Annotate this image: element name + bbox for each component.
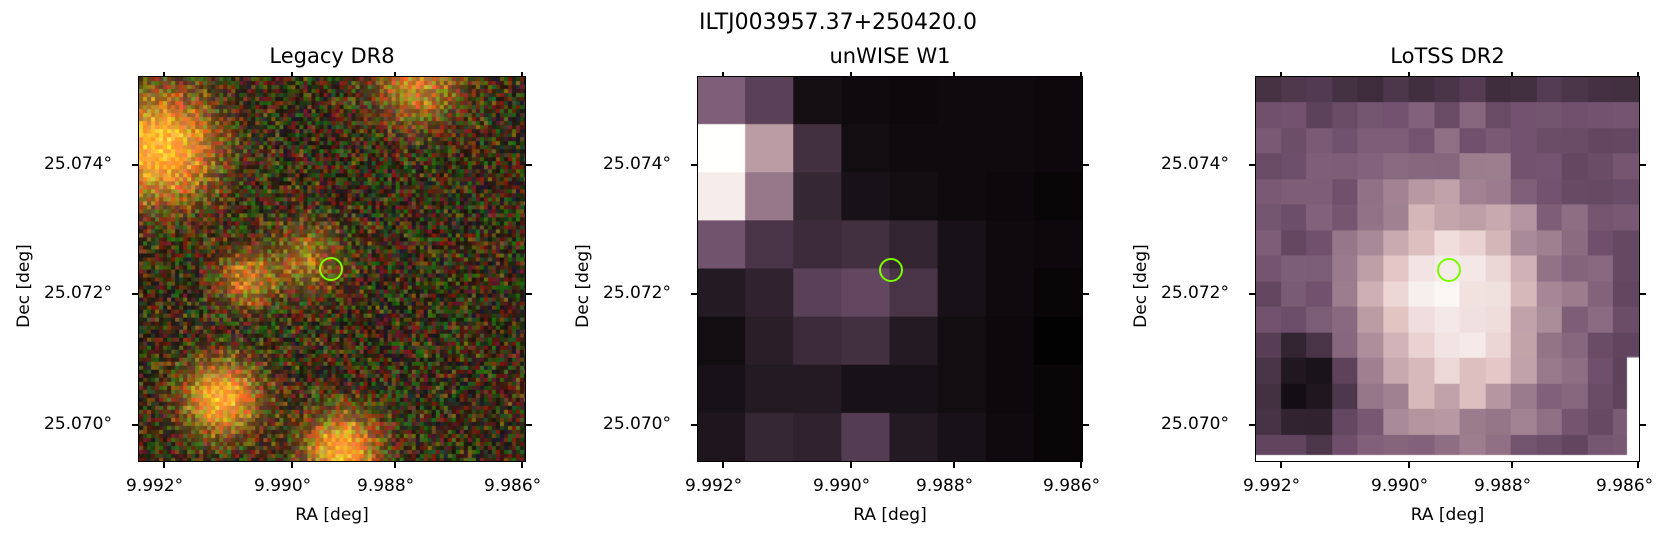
ytick-label: 25.070° (44, 414, 112, 434)
x-axis-label: RA [deg] (295, 505, 369, 525)
xtick-bottom (1637, 462, 1639, 468)
xtick-bottom (291, 462, 293, 468)
xtick-label: 9.990° (813, 476, 871, 496)
xtick-bottom (1408, 462, 1410, 468)
xtick-bottom (953, 462, 955, 468)
ytick-label: 25.074° (603, 154, 671, 174)
xtick-top (722, 72, 724, 77)
ytick-left (132, 164, 138, 166)
panel-title-legacy: Legacy DR8 (269, 44, 395, 68)
xtick-bottom (163, 462, 165, 468)
ytick-right (526, 164, 532, 166)
xtick-top (163, 72, 165, 77)
xtick-label: 9.986° (1596, 476, 1654, 496)
xtick-top (1637, 72, 1639, 77)
ytick-label: 25.074° (1161, 154, 1229, 174)
ytick-right (1640, 293, 1646, 295)
xtick-bottom (1511, 462, 1513, 468)
source-marker-circle (1437, 258, 1461, 282)
legacy-image-axes (138, 76, 526, 462)
xtick-top (394, 72, 396, 77)
xtick-top (953, 72, 955, 77)
panel-title-unwise: unWISE W1 (829, 44, 951, 68)
figure-title: ILTJ003957.37+250420.0 (698, 10, 978, 35)
ytick-label: 25.074° (44, 154, 112, 174)
xtick-label: 9.986° (1043, 476, 1101, 496)
ytick-left (1249, 164, 1255, 166)
xtick-top (1080, 72, 1082, 77)
xtick-bottom (521, 462, 523, 468)
xtick-label: 9.992° (126, 476, 184, 496)
y-axis-label: Dec [deg] (14, 244, 34, 328)
ytick-right (1083, 424, 1089, 426)
xtick-bottom (394, 462, 396, 468)
xtick-bottom (850, 462, 852, 468)
xtick-label: 9.992° (1243, 476, 1301, 496)
xtick-label: 9.988° (1474, 476, 1532, 496)
x-axis-label: RA [deg] (1410, 505, 1485, 525)
ytick-left (691, 164, 697, 166)
xtick-top (1511, 72, 1513, 77)
y-axis-label: Dec [deg] (1131, 244, 1151, 328)
xtick-top (521, 72, 523, 77)
ytick-label: 25.072° (44, 283, 112, 303)
ytick-left (132, 293, 138, 295)
ytick-label: 25.072° (603, 283, 671, 303)
ytick-left (1249, 424, 1255, 426)
xtick-bottom (722, 462, 724, 468)
xtick-label: 9.988° (916, 476, 974, 496)
xtick-label: 9.986° (484, 476, 542, 496)
xtick-top (291, 72, 293, 77)
ytick-left (691, 424, 697, 426)
lotss-image-axes (1255, 76, 1640, 462)
y-axis-label: Dec [deg] (573, 244, 593, 328)
unwise-image-axes (697, 76, 1083, 462)
source-marker-circle (879, 258, 903, 282)
xtick-top (1280, 72, 1282, 77)
xtick-label: 9.992° (685, 476, 743, 496)
ytick-label: 25.070° (603, 414, 671, 434)
xtick-bottom (1080, 462, 1082, 468)
ytick-left (1249, 293, 1255, 295)
xtick-bottom (1280, 462, 1282, 468)
ytick-left (691, 293, 697, 295)
xtick-label: 9.988° (357, 476, 415, 496)
ytick-label: 25.070° (1161, 414, 1229, 434)
ytick-right (1083, 293, 1089, 295)
ytick-right (1083, 164, 1089, 166)
x-axis-label: RA [deg] (853, 505, 927, 525)
ytick-label: 25.072° (1161, 283, 1229, 303)
ytick-right (1640, 424, 1646, 426)
ytick-right (526, 293, 532, 295)
ytick-right (1640, 164, 1646, 166)
ytick-right (526, 424, 532, 426)
panel-title-lotss: LoTSS DR2 (1390, 44, 1505, 68)
xtick-top (850, 72, 852, 77)
source-marker-circle (319, 257, 343, 281)
xtick-label: 9.990° (254, 476, 312, 496)
xtick-label: 9.990° (1371, 476, 1429, 496)
xtick-top (1408, 72, 1410, 77)
ytick-left (132, 424, 138, 426)
